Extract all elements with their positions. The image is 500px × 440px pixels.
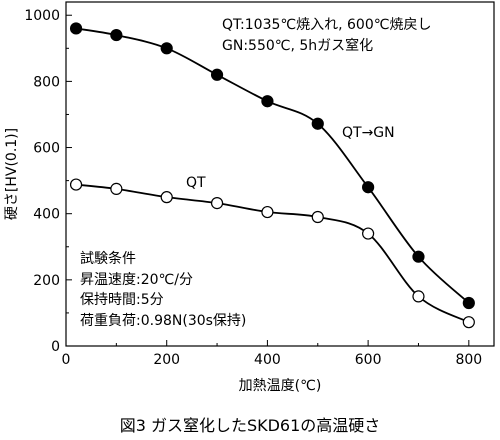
legend-note-line-2: GN:550℃, 5hガス窒化: [222, 37, 373, 54]
y-tick-label: 0: [51, 339, 60, 355]
data-point-qt-gn: [69, 22, 83, 35]
data-point-qt: [69, 178, 83, 191]
figure-caption: 図3 ガス窒化したSKD61の高温硬さ: [119, 416, 381, 435]
conditions-line-3: 荷重負荷:0.98N(30s保持): [80, 313, 246, 329]
series-line-qt-gn: [75, 27, 470, 304]
data-point-qt-gn: [210, 68, 224, 81]
x-tick-label: 400: [254, 352, 281, 368]
series-label-qt-gn: QT→GN: [342, 125, 395, 141]
x-tick-label: 600: [355, 352, 382, 368]
data-point-qt-gn: [311, 117, 324, 130]
data-point-qt: [462, 316, 475, 329]
conditions-line-2: 保持時間:5分: [80, 292, 164, 308]
data-point-qt-gn: [462, 296, 475, 310]
y-tick-label: 1000: [24, 8, 60, 24]
y-tick-label: 800: [33, 74, 60, 90]
data-point-qt: [261, 205, 274, 219]
data-point-qt: [362, 227, 375, 240]
series-label-qt: QT: [186, 175, 206, 191]
series-points: [69, 22, 475, 329]
conditions-line-1: 昇温速度:20℃/分: [80, 272, 193, 288]
data-point-qt: [110, 182, 123, 195]
y-tick-label: 600: [33, 141, 60, 157]
data-point-qt-gn: [160, 42, 173, 55]
data-point-qt: [210, 197, 224, 210]
conditions-title: 試験条件: [80, 250, 136, 267]
x-tick-label: 200: [153, 352, 180, 368]
legend-note-line-1: QT:1035℃焼入れ, 600℃焼戻し: [222, 17, 431, 33]
data-point-qt: [412, 290, 425, 303]
y-axis-ticks: 0 200 400 600 800 1000: [24, 8, 72, 355]
x-axis-label: 加熱温度(℃): [239, 378, 322, 394]
y-axis-label: 硬さ[HV(0.1)]: [4, 128, 20, 220]
x-axis-ticks: 0 200 400 600 800: [62, 340, 482, 368]
data-point-qt: [311, 210, 324, 224]
y-tick-label: 400: [33, 207, 60, 223]
data-point-qt-gn: [261, 95, 274, 108]
data-point-qt-gn: [412, 250, 425, 263]
plot-area: [65, 1, 495, 347]
x-tick-label: 800: [455, 352, 482, 368]
plot-frame: [65, 1, 495, 347]
data-point-qt: [160, 191, 173, 204]
x-tick-label: 0: [62, 352, 71, 368]
data-point-qt-gn: [362, 181, 375, 194]
data-point-qt-gn: [110, 28, 123, 42]
y-tick-label: 200: [33, 273, 60, 289]
